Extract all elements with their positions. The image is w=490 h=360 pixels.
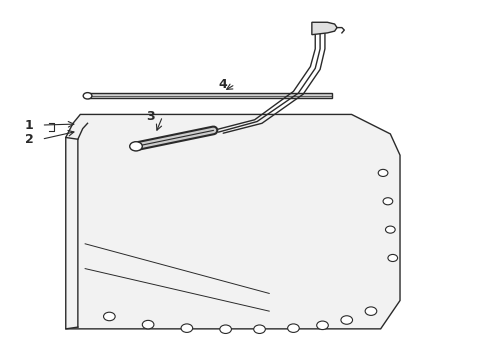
Circle shape [220,325,231,333]
Polygon shape [66,114,400,329]
Text: 3: 3 [146,110,155,123]
Circle shape [365,307,377,315]
Circle shape [386,226,395,233]
Circle shape [181,324,193,332]
Polygon shape [88,93,332,99]
Circle shape [142,320,154,329]
Circle shape [254,325,266,333]
Circle shape [388,255,397,261]
Text: 4: 4 [219,78,227,91]
Circle shape [317,321,328,329]
Circle shape [341,316,352,324]
Circle shape [378,169,388,176]
Circle shape [130,142,142,151]
Circle shape [103,312,115,321]
Text: 1: 1 [25,118,34,131]
Circle shape [383,198,393,205]
Circle shape [83,93,92,99]
Text: 2: 2 [25,133,34,146]
Circle shape [288,324,299,332]
Polygon shape [312,22,337,35]
